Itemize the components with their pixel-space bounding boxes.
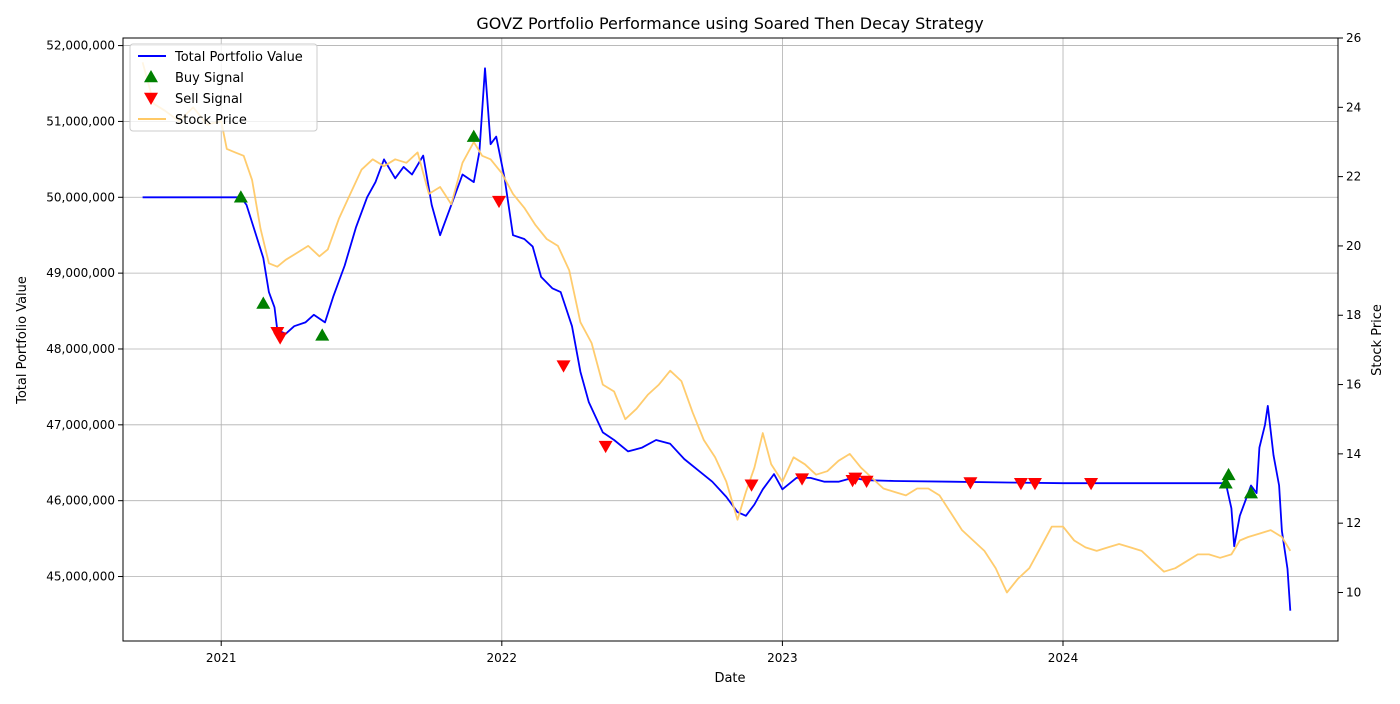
y2-tick-label: 12	[1346, 516, 1361, 530]
sell-signal-marker	[1013, 477, 1028, 491]
y2-tick-label: 26	[1346, 31, 1361, 45]
x-axis-title: Date	[714, 671, 745, 686]
y-tick-label: 48,000,000	[46, 342, 115, 356]
sell-signal-marker	[273, 332, 288, 345]
sell-signal-marker	[744, 479, 759, 492]
y2-tick-label: 14	[1346, 447, 1361, 461]
buy-signal-marker	[1244, 486, 1259, 499]
series-layer	[141, 62, 1292, 611]
sell-signal-marker	[848, 472, 863, 485]
x-tick-label: 2023	[767, 651, 798, 665]
sell-signal-marker	[1027, 477, 1042, 491]
legend-swatch	[144, 92, 158, 105]
buy-signal-marker	[466, 129, 481, 142]
sell-signal-marker	[963, 477, 978, 490]
sell-signal-marker	[859, 475, 874, 488]
y-tick-label: 45,000,000	[46, 570, 115, 584]
series-line-stock-price	[141, 62, 1292, 594]
x-tick-label: 2021	[206, 651, 237, 665]
legend: Total Portfolio Value Buy Signal Sell Sign…	[129, 43, 318, 132]
y-axis-left: 45,000,000 46,000,000 47,000,000 48,000,000…	[46, 39, 123, 584]
y-tick-label: 50,000,000	[46, 190, 115, 204]
y-tick-label: 47,000,000	[46, 418, 115, 432]
y-tick-label: 52,000,000	[46, 39, 115, 53]
sell-signal-marker	[492, 195, 507, 209]
y-tick-label: 51,000,000	[46, 114, 115, 128]
sell-signal-marker	[556, 360, 571, 373]
x-tick-label: 2022	[487, 651, 518, 665]
y-axis-right: 10 12 14 16 18 20 22 24 26	[1338, 31, 1361, 599]
y2-tick-label: 18	[1346, 308, 1361, 322]
legend-label: Sell Signal	[175, 92, 243, 107]
x-axis: 2021 2022 2023 2024	[206, 641, 1078, 665]
y-tick-label: 49,000,000	[46, 266, 115, 280]
grid-lines	[123, 38, 1338, 641]
y2-tick-label: 22	[1346, 170, 1361, 184]
y-axis-title: Total Portfolio Value	[15, 276, 30, 405]
buy-signal-marker	[315, 328, 330, 341]
chart-title: GOVZ Portfolio Performance using Soared …	[476, 14, 983, 33]
sell-signal-marker	[1084, 477, 1099, 491]
legend-swatch	[144, 70, 158, 83]
plot-frame	[122, 37, 1339, 642]
x-tick-label: 2024	[1048, 651, 1079, 665]
legend-label: Stock Price	[175, 113, 247, 128]
legend-label: Total Portfolio Value	[174, 50, 303, 65]
y2-tick-label: 10	[1346, 585, 1361, 599]
buy-signal-marker	[1218, 476, 1233, 489]
y2-tick-label: 20	[1346, 239, 1361, 253]
signal-markers	[233, 129, 1259, 499]
series-line-total-portfolio-value	[142, 67, 1292, 611]
sell-signal-marker	[795, 473, 810, 486]
buy-signal-marker	[233, 190, 248, 203]
y-tick-label: 46,000,000	[46, 494, 115, 508]
y2-tick-label: 24	[1346, 100, 1361, 114]
y2-tick-label: 16	[1346, 378, 1361, 392]
legend-label: Buy Signal	[175, 71, 244, 86]
buy-signal-marker	[1221, 467, 1236, 481]
legend-box	[129, 43, 318, 132]
y2-axis-title: Stock Price	[1370, 304, 1385, 376]
sell-signal-marker	[598, 440, 613, 454]
buy-signal-marker	[256, 296, 271, 309]
